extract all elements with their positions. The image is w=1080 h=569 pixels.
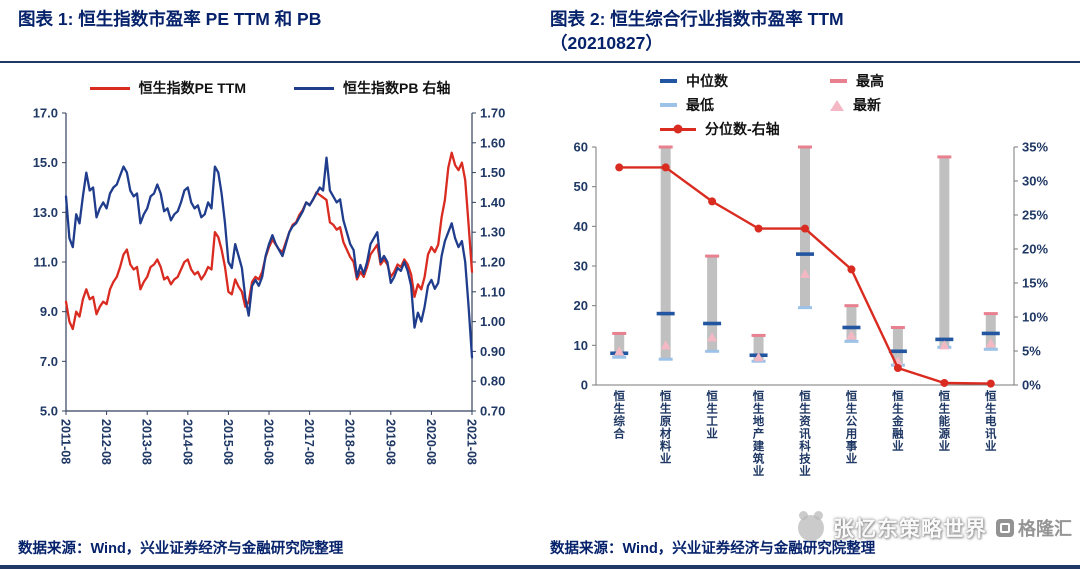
industry-pe-range-chart: 0 10 20 30 40 50 60 0% 5% 10% 15% 20% 25% 30% 35% 恒生综合 恒… [574,140,1049,479]
svg-text:25%: 25% [1022,208,1048,223]
svg-text:1.20: 1.20 [480,255,505,270]
svg-text:1.10: 1.10 [480,285,505,300]
svg-text:2015-08: 2015-08 [221,419,235,465]
svg-text:20%: 20% [1022,242,1048,257]
figure1-legend: 恒生指数PE TTM 恒生指数PB 右轴 [0,75,540,101]
svg-text:恒生公用事业: 恒生公用事业 [845,389,858,466]
svg-text:20: 20 [574,298,588,313]
svg-text:2020-08: 2020-08 [424,419,438,465]
svg-text:10: 10 [574,338,588,353]
svg-text:2018-08: 2018-08 [343,419,357,465]
legend-item-min: 最低 [660,95,830,115]
svg-text:40: 40 [574,219,588,234]
svg-text:1.30: 1.30 [480,225,505,240]
legend-label-min: 最低 [686,97,714,114]
svg-text:恒生原材料业: 恒生原材料业 [660,389,672,466]
pb-line-swatch-icon [294,86,334,90]
svg-text:恒生金融业: 恒生金融业 [891,389,904,453]
svg-text:1.40: 1.40 [480,195,505,210]
latest-triangle-swatch-icon [830,99,844,111]
svg-text:15.0: 15.0 [33,155,58,170]
svg-text:7.0: 7.0 [40,354,58,369]
svg-text:2021-08: 2021-08 [465,419,479,465]
figure1-panel: 恒生指数PE TTM 恒生指数PB 右轴 5.0 7.0 9.0 11.0 13.0 15… [0,65,540,509]
legend-item-pb: 恒生指数PB 右轴 [294,78,450,98]
svg-text:恒生工业: 恒生工业 [706,389,718,441]
legend-item-max: 最高 [830,71,960,91]
svg-text:0: 0 [581,378,588,393]
svg-text:2016-08: 2016-08 [262,419,276,465]
figure1-title-text: 图表 1: 恒生指数市盈率 PE TTM 和 PB [18,9,322,29]
svg-text:1.00: 1.00 [480,314,505,329]
percentile-line-swatch-icon [660,124,696,134]
legend-label-pe-ttm: 恒生指数PE TTM [138,80,246,97]
svg-text:13.0: 13.0 [33,205,58,220]
svg-text:60: 60 [574,140,588,155]
percentile-dot-icon [673,124,683,134]
svg-text:0.80: 0.80 [480,374,505,389]
svg-text:0.90: 0.90 [480,344,505,359]
titles-row: 图表 1: 恒生指数市盈率 PE TTM 和 PB 图表 2: 恒生综合行业指数… [0,0,1080,64]
svg-text:2017-08: 2017-08 [302,419,316,465]
source-row: 数据来源：Wind，兴业证券经济与金融研究院整理 数据来源：Wind，兴业证券经… [0,532,1080,569]
svg-text:5.0: 5.0 [40,404,58,419]
svg-text:0.70: 0.70 [480,404,505,419]
svg-text:恒生综合: 恒生综合 [613,389,625,441]
svg-text:1.70: 1.70 [480,106,505,121]
svg-text:1.60: 1.60 [480,136,505,151]
legend-row-1: 中位数 最高 [660,71,960,91]
charts-row: 恒生指数PE TTM 恒生指数PB 右轴 5.0 7.0 9.0 11.0 13.0 15… [0,65,1080,509]
figure2-legend: 中位数 最高 最低 最新 [540,71,1080,139]
figure2-panel: 中位数 最高 最低 最新 [540,65,1080,509]
svg-text:0%: 0% [1022,378,1041,393]
svg-text:50: 50 [574,179,588,194]
figure1-source: 数据来源：Wind，兴业证券经济与金融研究院整理 [18,541,344,557]
svg-text:15%: 15% [1022,276,1048,291]
svg-text:2014-08: 2014-08 [180,419,194,465]
svg-text:1.50: 1.50 [480,165,505,180]
min-dash-swatch-icon [660,103,677,108]
svg-text:恒生能源业: 恒生能源业 [938,389,951,453]
legend-item-percentile: 分位数-右轴 [660,119,790,139]
figure2-source: 数据来源：Wind，兴业证券经济与金融研究院整理 [550,541,876,557]
figure2-title-line2: （20210827） [550,32,663,53]
svg-text:11.0: 11.0 [33,255,58,270]
svg-text:30: 30 [574,259,588,274]
legend-label-pb: 恒生指数PB 右轴 [343,80,451,97]
max-dash-swatch-icon [830,79,847,84]
median-dash-swatch-icon [660,79,677,84]
svg-text:2011-08: 2011-08 [59,419,73,464]
svg-text:5%: 5% [1022,344,1041,359]
legend-label-latest: 最新 [853,97,881,114]
figure2-title: 图表 2: 恒生综合行业指数市盈率 TTM （20210827） [540,8,1080,55]
svg-text:9.0: 9.0 [40,304,58,319]
svg-text:恒生电讯业: 恒生电讯业 [985,389,997,453]
legend-label-max: 最高 [856,73,884,90]
svg-text:2013-08: 2013-08 [140,419,154,465]
legend-label-percentile: 分位数-右轴 [705,121,780,138]
svg-text:30%: 30% [1022,174,1048,189]
hangseng-pe-pb-line-chart: 5.0 7.0 9.0 11.0 13.0 15.0 17.0 0.70 0.80 0.90 1.0… [33,106,506,465]
svg-text:恒生资讯科技业: 恒生资讯科技业 [799,389,811,478]
legend-row-3: 分位数-右轴 [660,119,960,139]
svg-text:35%: 35% [1022,140,1048,155]
svg-text:2019-08: 2019-08 [383,419,397,465]
legend-item-pe-ttm: 恒生指数PE TTM [89,78,246,98]
svg-text:10%: 10% [1022,310,1048,325]
figure1-title: 图表 1: 恒生指数市盈率 PE TTM 和 PB [0,8,540,32]
legend-item-latest: 最新 [830,95,960,115]
figure2-title-line1: 图表 2: 恒生综合行业指数市盈率 TTM [550,9,844,29]
pe-line-swatch-icon [89,86,130,90]
legend-label-median: 中位数 [686,73,728,90]
svg-text:17.0: 17.0 [33,106,58,121]
legend-row-2: 最低 最新 [660,95,960,115]
svg-text:2012-08: 2012-08 [99,419,113,465]
legend-item-median: 中位数 [660,71,830,91]
svg-text:恒生地产建筑业: 恒生地产建筑业 [753,389,765,478]
